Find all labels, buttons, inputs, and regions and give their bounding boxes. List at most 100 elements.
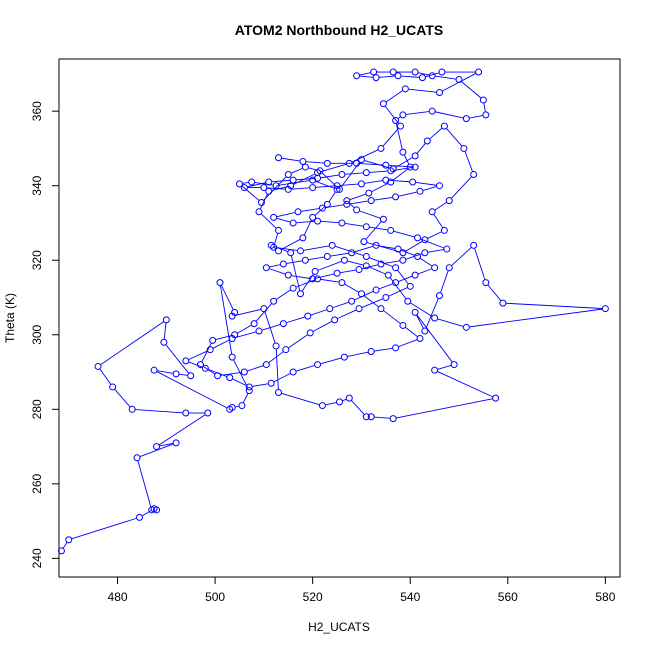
series-segment: [361, 298, 383, 308]
series-segment: [483, 103, 486, 112]
data-point: [284, 271, 292, 279]
series-segment: [451, 176, 472, 199]
data-point: [436, 292, 444, 300]
data-point: [379, 100, 387, 108]
series-segment: [363, 295, 379, 308]
series-segment: [340, 183, 359, 186]
x-tick-label: 480: [108, 590, 128, 604]
data-point: [445, 197, 453, 205]
data-point: [436, 182, 444, 190]
series-segment: [235, 309, 261, 316]
series-segment: [114, 389, 131, 408]
data-point: [314, 217, 322, 225]
data-point: [275, 247, 283, 255]
data-point: [482, 111, 490, 119]
series-segment: [261, 213, 277, 229]
data-point: [492, 394, 500, 402]
series-segment: [415, 181, 437, 186]
data-point: [438, 68, 446, 76]
data-point: [275, 389, 283, 397]
series-segment: [423, 186, 437, 191]
data-point: [379, 215, 387, 223]
series-segment: [220, 285, 233, 354]
series-segment: [288, 334, 308, 349]
series-segment: [312, 321, 332, 332]
data-point: [367, 348, 375, 356]
series-segment: [310, 309, 327, 316]
data-point: [153, 443, 161, 451]
data-point: [387, 178, 395, 186]
data-point: [455, 75, 463, 83]
data-point: [201, 364, 209, 372]
series-segment: [301, 208, 320, 212]
series-segment: [62, 542, 68, 549]
data-point: [387, 226, 395, 234]
data-point: [360, 238, 368, 246]
series-segment: [440, 270, 449, 293]
series-segment: [429, 127, 443, 140]
data-point: [357, 180, 365, 188]
data-point: [255, 208, 263, 216]
series-segment: [269, 264, 281, 268]
data-point: [428, 107, 436, 115]
series-segment: [276, 212, 295, 218]
data-point: [401, 85, 409, 93]
series-segment: [379, 245, 395, 249]
series-lines: [62, 71, 603, 549]
series-segment: [332, 301, 349, 309]
series-segment: [464, 151, 473, 172]
data-point: [304, 312, 312, 320]
series-segment: [405, 327, 418, 337]
series-segment: [474, 248, 486, 280]
series-segment: [268, 351, 284, 363]
series-segment: [369, 266, 386, 275]
series-segment: [291, 187, 310, 190]
series-segment: [420, 238, 444, 249]
data-point: [228, 334, 236, 342]
series-segment: [425, 72, 439, 78]
data-point: [499, 299, 507, 307]
data-point: [255, 327, 263, 335]
data-point: [353, 206, 361, 214]
series-segment: [296, 178, 315, 181]
series-segment: [405, 253, 422, 260]
series-segment: [400, 249, 415, 256]
data-point: [294, 208, 302, 216]
data-point: [311, 267, 319, 275]
series-segment: [286, 260, 303, 264]
series-segment: [437, 371, 493, 398]
series-segment: [433, 214, 443, 228]
series-segment: [328, 191, 336, 202]
series-segment: [330, 252, 349, 257]
data-point: [382, 176, 390, 184]
series-segment: [395, 123, 403, 150]
series-segment: [345, 223, 364, 227]
series-segment: [425, 298, 439, 329]
series-segment: [137, 460, 152, 507]
series-segment: [446, 128, 463, 147]
series-segment: [274, 233, 279, 245]
data-point: [418, 74, 426, 82]
series-segment: [347, 260, 364, 266]
series-segment: [325, 402, 337, 406]
series-segment: [397, 270, 409, 285]
series-segment: [71, 517, 137, 540]
series-segment: [388, 287, 408, 297]
data-point: [392, 193, 400, 201]
data-point: [355, 266, 363, 274]
data-point: [279, 320, 287, 328]
series-segment: [359, 75, 373, 78]
data-point: [309, 176, 317, 184]
data-point: [387, 167, 395, 175]
series-segment: [276, 217, 291, 223]
series-segment: [281, 239, 301, 250]
data-point: [382, 294, 390, 302]
data-point: [162, 316, 170, 324]
data-point: [372, 241, 380, 249]
series-segment: [393, 167, 412, 171]
series-segment: [374, 196, 393, 201]
series-segment: [374, 416, 390, 419]
data-point: [394, 72, 402, 80]
data-point: [333, 185, 341, 193]
data-point: [450, 361, 458, 369]
